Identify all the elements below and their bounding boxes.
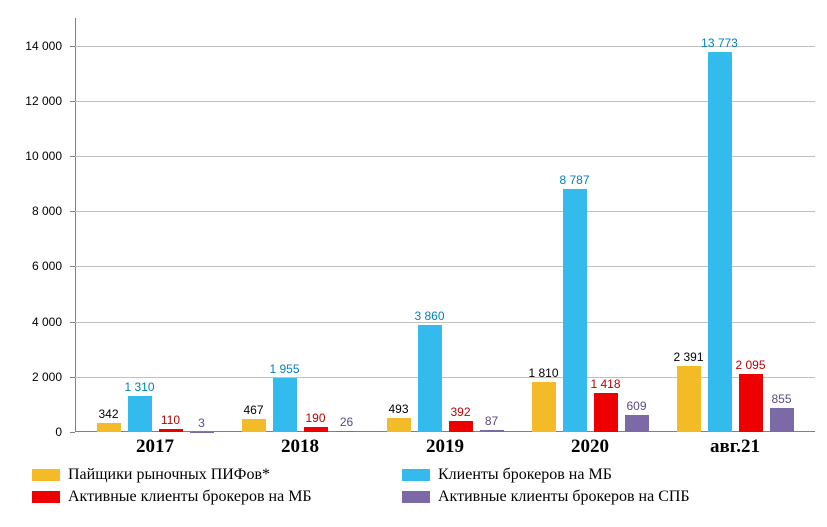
y-axis-label: 6 000 [32,259,62,273]
bar [304,427,328,432]
bar [449,421,473,432]
y-axis-label: 4 000 [32,315,62,329]
y-tick [70,266,75,267]
bar-value-label: 13 773 [701,36,738,50]
bar [159,429,183,432]
bar-value-label: 1 310 [124,380,154,394]
legend-swatch [32,491,60,503]
bar-value-label: 342 [98,407,118,421]
gridline [75,156,815,157]
y-axis-label: 2 000 [32,370,62,384]
bar [594,393,618,432]
bar [532,382,556,432]
y-tick [70,101,75,102]
gridline [75,211,815,212]
bar-value-label: 609 [626,399,646,413]
bar-value-label: 1 810 [528,366,558,380]
bar [273,378,297,432]
x-axis-label: 2019 [426,436,464,458]
bar [739,374,763,432]
bar-value-label: 3 [198,416,205,430]
bar-value-label: 493 [388,402,408,416]
bar-value-label: 8 787 [559,173,589,187]
legend-item: Активные клиенты брокеров на СПБ [402,488,802,506]
y-axis-label: 10 000 [25,149,62,163]
x-axis-label: авг.21 [710,436,760,458]
y-axis-label: 12 000 [25,94,62,108]
gridline [75,101,815,102]
bar [418,325,442,432]
legend-item: Активные клиенты брокеров на МБ [32,488,402,506]
bar-value-label: 2 095 [735,358,765,372]
bar [190,432,214,433]
legend-item: Пайщики рыночных ПИФов* [32,466,402,484]
bar-value-label: 190 [305,411,325,425]
bar [387,418,411,432]
bar [480,430,504,432]
x-axis-label: 2017 [136,436,174,458]
gridline [75,266,815,267]
legend-swatch [32,469,60,481]
legend-item: Клиенты брокеров на МБ [402,466,802,484]
bar [625,415,649,432]
legend-label: Активные клиенты брокеров на МБ [68,488,312,506]
bar [677,366,701,432]
bar-chart: 02 0004 0006 0008 00010 00012 00014 000 … [0,0,827,527]
x-axis-label: 2018 [281,436,319,458]
bar [708,52,732,432]
bar-value-label: 87 [485,414,498,428]
bar [563,189,587,432]
legend-swatch [402,469,430,481]
y-tick [70,46,75,47]
bar-value-label: 26 [340,415,353,429]
y-axis-label: 8 000 [32,204,62,218]
legend-swatch [402,491,430,503]
bar-value-label: 2 391 [673,350,703,364]
legend-label: Клиенты брокеров на МБ [438,466,612,484]
bar-value-label: 855 [771,392,791,406]
x-axis-label: 2020 [571,436,609,458]
bar-value-label: 1 418 [590,377,620,391]
bar [97,423,121,432]
bar [335,431,359,432]
plot-area [75,18,815,432]
bar-value-label: 392 [450,405,470,419]
legend: Пайщики рыночных ПИФов* Клиенты брокеров … [32,466,812,510]
bar [242,419,266,432]
y-tick [70,322,75,323]
y-axis-label: 0 [55,425,62,439]
y-tick [70,377,75,378]
bar-value-label: 467 [243,403,263,417]
bar-value-label: 3 860 [414,309,444,323]
bar [770,408,794,432]
gridline [75,377,815,378]
gridline [75,322,815,323]
legend-label: Активные клиенты брокеров на СПБ [438,488,690,506]
bar-value-label: 1 955 [269,362,299,376]
bar-value-label: 110 [161,413,180,427]
y-tick [70,156,75,157]
legend-label: Пайщики рыночных ПИФов* [68,466,270,484]
y-axis-label: 14 000 [25,39,62,53]
y-tick [70,432,75,433]
y-tick [70,211,75,212]
bar [128,396,152,432]
